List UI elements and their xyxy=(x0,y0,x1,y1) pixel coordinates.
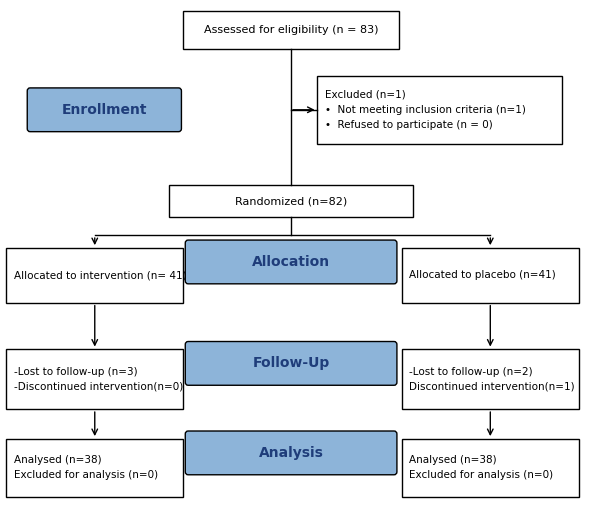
Text: Enrollment: Enrollment xyxy=(62,103,147,117)
Bar xyxy=(6,248,184,302)
Text: Randomized (n=82): Randomized (n=82) xyxy=(235,196,347,206)
Text: Analysed (n=38)
Excluded for analysis (n=0): Analysed (n=38) Excluded for analysis (n… xyxy=(14,456,158,480)
Bar xyxy=(317,76,562,143)
FancyBboxPatch shape xyxy=(185,431,397,475)
Text: Allocation: Allocation xyxy=(252,255,330,269)
FancyBboxPatch shape xyxy=(185,240,397,284)
Bar xyxy=(6,349,184,409)
Bar xyxy=(6,439,184,496)
Text: Analysis: Analysis xyxy=(259,446,323,460)
Text: Excluded (n=1)
•  Not meeting inclusion criteria (n=1)
•  Refused to participate: Excluded (n=1) • Not meeting inclusion c… xyxy=(325,90,526,130)
Bar xyxy=(184,11,399,49)
Bar xyxy=(402,349,579,409)
Text: Follow-Up: Follow-Up xyxy=(253,357,330,370)
Text: Allocated to placebo (n=41): Allocated to placebo (n=41) xyxy=(409,270,556,280)
FancyBboxPatch shape xyxy=(27,88,181,132)
Text: Assessed for eligibility (n = 83): Assessed for eligibility (n = 83) xyxy=(204,25,378,35)
Text: Analysed (n=38)
Excluded for analysis (n=0): Analysed (n=38) Excluded for analysis (n… xyxy=(409,456,553,480)
Text: -Lost to follow-up (n=3)
-Discontinued intervention(n=0): -Lost to follow-up (n=3) -Discontinued i… xyxy=(14,367,183,392)
Text: -Lost to follow-up (n=2)
Discontinued intervention(n=1): -Lost to follow-up (n=2) Discontinued in… xyxy=(409,367,575,392)
Bar xyxy=(402,248,579,302)
FancyBboxPatch shape xyxy=(185,341,397,385)
Bar xyxy=(169,185,413,217)
Text: Allocated to intervention (n= 41): Allocated to intervention (n= 41) xyxy=(14,270,187,280)
Bar xyxy=(402,439,579,496)
